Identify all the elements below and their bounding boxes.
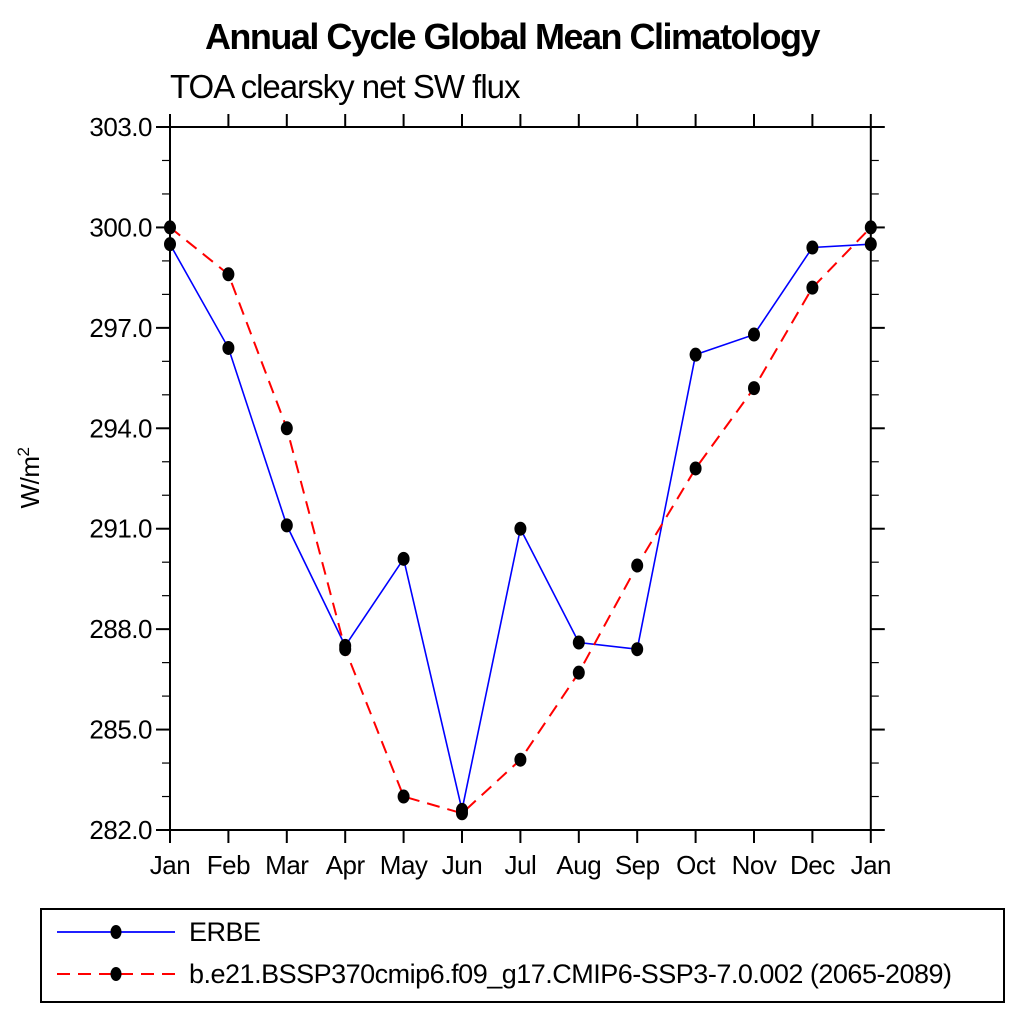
x-tick-label: Jan — [851, 850, 891, 880]
x-tick-label: Oct — [676, 850, 716, 880]
x-tick-label: Apr — [326, 850, 366, 880]
data-point-marker — [339, 642, 352, 657]
data-point-marker — [748, 381, 760, 396]
x-tick-label: Sep — [615, 850, 660, 880]
legend-sample-model — [57, 967, 175, 981]
legend-item-erbe: ERBE — [55, 916, 261, 947]
plot-frame — [169, 126, 872, 831]
x-tick-label: Dec — [790, 850, 835, 880]
data-point-marker — [689, 347, 702, 362]
x-tick-label: Jul — [505, 850, 537, 880]
series-model-line — [169, 226, 872, 815]
x-tick-label: Nov — [732, 850, 777, 880]
y-tick-label: 300.0 — [89, 212, 152, 242]
legend-item-model: b.e21.BSSP370cmip6.f09_g17.CMIP6-SSP3-7.… — [55, 958, 952, 989]
data-point-marker — [806, 240, 819, 255]
x-tick-label: Mar — [265, 850, 309, 880]
y-tick-label: 294.0 — [89, 413, 152, 443]
data-point-marker — [280, 421, 293, 436]
x-tick-label: Feb — [207, 850, 250, 880]
x-tick-label: Jan — [150, 850, 190, 880]
data-point-marker — [864, 237, 877, 252]
chart-subtitle: TOA clearsky net SW flux — [170, 68, 521, 105]
x-tick-label: Aug — [556, 850, 601, 880]
data-point-marker — [222, 340, 235, 355]
x-tick-label: Jun — [442, 850, 482, 880]
y-tick-label: 291.0 — [89, 514, 152, 544]
data-point-marker — [397, 551, 410, 566]
data-point-marker — [514, 521, 527, 536]
legend-label-erbe: ERBE — [189, 916, 261, 947]
legend-label-model: b.e21.BSSP370cmip6.f09_g17.CMIP6-SSP3-7.… — [189, 958, 952, 989]
data-point-marker — [572, 635, 585, 650]
data-point-marker — [689, 461, 702, 476]
y-tick-label: 303.0 — [89, 112, 152, 142]
y-tick-label: 288.0 — [89, 614, 152, 644]
data-point-marker — [806, 280, 819, 295]
data-point-marker — [514, 752, 527, 767]
chart-title: Annual Cycle Global Mean Climatology — [204, 16, 821, 57]
data-point-marker — [164, 237, 176, 252]
data-point-marker — [397, 789, 410, 804]
data-point-marker — [864, 220, 877, 235]
legend-marker-icon — [110, 925, 122, 939]
data-point-marker — [748, 327, 760, 342]
data-point-marker — [631, 642, 644, 657]
legend: ERBE b.e21.BSSP370cmip6.f09_g17.CMIP6-SS… — [40, 908, 1005, 1003]
data-point-marker — [222, 267, 235, 282]
data-point-marker — [164, 220, 176, 235]
legend-marker-icon — [110, 967, 122, 981]
data-point-marker — [572, 665, 585, 680]
y-tick-label: 282.0 — [89, 815, 152, 845]
y-tick-label: 297.0 — [89, 313, 152, 343]
data-point-marker — [631, 558, 644, 573]
data-point-marker — [456, 806, 468, 821]
y-tick-label: 285.0 — [89, 715, 152, 745]
data-point-marker — [280, 518, 293, 533]
legend-sample-erbe — [57, 925, 175, 939]
x-tick-label: May — [380, 850, 428, 880]
